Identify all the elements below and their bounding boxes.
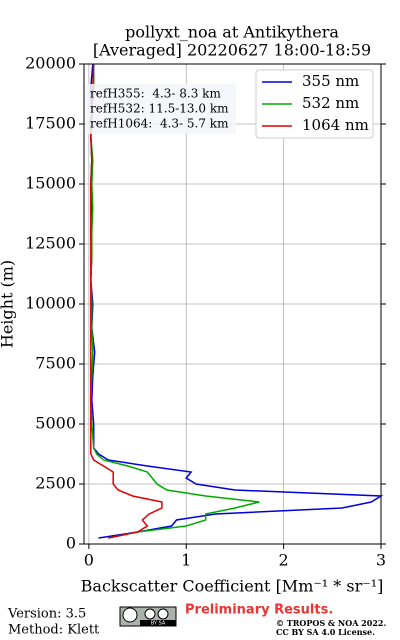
preliminary-note: Preliminary Results. [185,603,333,618]
plot-frame [83,63,382,545]
license: CC BY SA 4.0 License. [276,627,375,637]
y-tick-label: 12500 [25,234,76,253]
chart-subtitle: [Averaged] 20220627 18:00-18:59 [93,41,371,60]
y-tick-label: 20000 [25,54,76,73]
cc-badge: BY SA [119,606,177,627]
y-axis-label: Height (m) [0,260,17,348]
legend-box [255,69,374,139]
chart-title: pollyxt_noa at Antikythera [125,23,339,42]
badge-icon [157,608,169,620]
annotation: refH1064: 4.3- 5.7 km [90,117,229,131]
x-tick-label: 0 [84,551,94,570]
y-tick-label: 17500 [25,114,76,133]
annotation: refH355: 4.3- 8.3 km [90,87,221,101]
method: Method: Klett [8,623,100,638]
copyright: © TROPOS & NOA 2022. [276,618,386,628]
badge-icon [144,608,156,620]
x-tick-label: 3 [376,551,386,570]
y-tick-label: 5000 [35,414,76,433]
y-tick-label: 15000 [25,174,76,193]
profile-line [90,63,163,539]
badge-icon [122,607,138,623]
y-tick-label: 10000 [25,294,76,313]
legend-label: 355 nm [302,72,359,90]
profile-line [90,64,260,539]
legend-label: 532 nm [302,94,359,112]
annotation: refH532: 11.5-13.0 km [90,102,229,116]
x-tick-label: 1 [181,551,191,570]
version: Version: 3.5 [7,607,86,622]
x-tick-label: 2 [279,551,289,570]
y-tick-label: 7500 [35,354,76,373]
y-tick-label: 2500 [35,474,76,493]
legend-label: 1064 nm [302,116,369,134]
badge-strip [140,620,176,626]
badge-text: BY SA [151,621,166,627]
x-axis-label: Backscatter Coefficient [Mm⁻¹ * sr⁻¹] [81,577,384,596]
annotation-box [86,84,236,134]
y-tick-label: 0 [66,534,76,553]
